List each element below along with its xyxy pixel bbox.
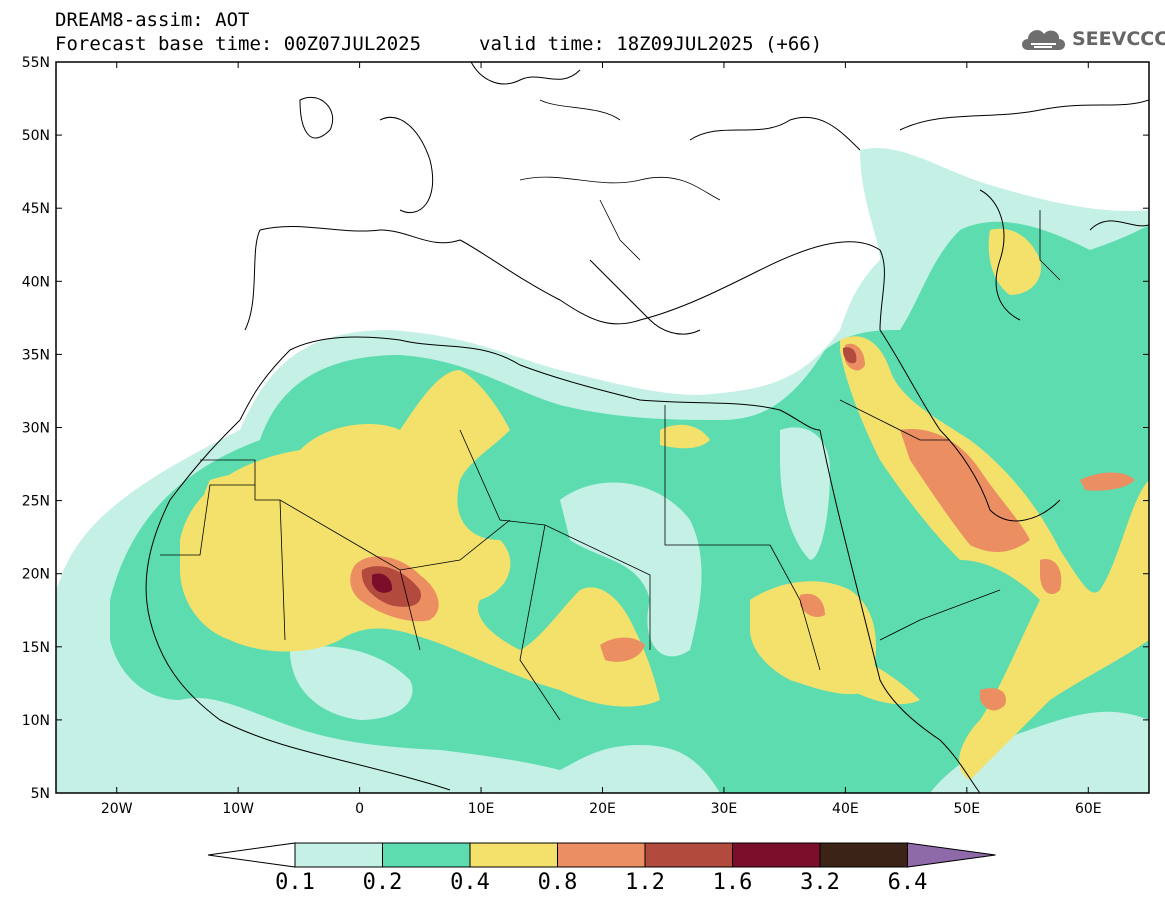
map-title: DREAM8-assim: AOT bbox=[55, 9, 250, 31]
axis-ticks bbox=[56, 61, 1149, 794]
colorbar-label: 0.8 bbox=[537, 870, 578, 895]
colorbar-segment bbox=[732, 842, 821, 868]
colorbar-segment bbox=[819, 842, 908, 868]
colorbar-label: 3.2 bbox=[800, 870, 840, 895]
lat-label: 25N bbox=[22, 494, 50, 510]
lon-label: 40E bbox=[832, 801, 859, 817]
lon-label: 10E bbox=[468, 801, 495, 817]
aot-level-0.1-pockets bbox=[290, 427, 830, 720]
lon-label: 10W bbox=[222, 801, 254, 817]
lon-label: 0 bbox=[355, 801, 364, 817]
colorbar-label: 1.6 bbox=[712, 870, 753, 895]
coastlines bbox=[145, 62, 1149, 793]
lat-label: 10N bbox=[22, 713, 50, 729]
valid-time: valid time: 18Z09JUL2025 (+66) bbox=[479, 33, 823, 55]
lat-label: 55N bbox=[22, 55, 50, 71]
lon-label: 60E bbox=[1075, 801, 1102, 817]
colorbar-segment bbox=[557, 842, 646, 868]
country-borders bbox=[160, 99, 1061, 721]
colorbar-segment bbox=[469, 842, 558, 868]
longitude-labels: 20W 10W 0 10E 20E 30E 40E 50E 60E bbox=[101, 801, 1102, 817]
lat-label: 30N bbox=[22, 421, 50, 437]
lon-label: 50E bbox=[953, 801, 980, 817]
colorbar-label: 1.2 bbox=[625, 870, 665, 895]
lon-label: 20W bbox=[101, 801, 133, 817]
colorbar-segment bbox=[644, 842, 733, 868]
lat-label: 5N bbox=[31, 786, 50, 802]
lat-label: 45N bbox=[22, 201, 50, 217]
colorbar-label: 0.4 bbox=[450, 870, 490, 895]
colorbar-right-arrow bbox=[907, 842, 996, 868]
lon-label: 30E bbox=[711, 801, 738, 817]
logo-text: SEEVCCC bbox=[1072, 28, 1165, 50]
colorbar-label: 0.2 bbox=[362, 870, 403, 895]
colorbar bbox=[207, 842, 996, 868]
latitude-labels: 55N 50N 45N 40N 35N 30N 25N 20N 15N 10N 5N bbox=[22, 55, 50, 802]
colorbar-segment bbox=[294, 842, 383, 868]
seevccc-logo: SEEVCCC bbox=[1018, 22, 1165, 56]
lat-label: 20N bbox=[22, 567, 50, 583]
cloud-icon bbox=[1022, 30, 1065, 50]
colorbar-label: 6.4 bbox=[887, 870, 928, 895]
forecast-base-time: Forecast base time: 00Z07JUL2025 bbox=[55, 33, 422, 55]
lat-label: 50N bbox=[22, 128, 50, 144]
colorbar-segment bbox=[382, 842, 471, 868]
lat-label: 40N bbox=[22, 274, 50, 290]
aot-level-1.6 bbox=[372, 573, 393, 593]
colorbar-label: 0.1 bbox=[275, 870, 315, 895]
lat-label: 35N bbox=[22, 347, 50, 363]
lat-label: 15N bbox=[22, 640, 50, 656]
aot-fields bbox=[56, 62, 1149, 793]
lon-label: 20E bbox=[589, 801, 616, 817]
colorbar-left-arrow bbox=[207, 842, 296, 868]
